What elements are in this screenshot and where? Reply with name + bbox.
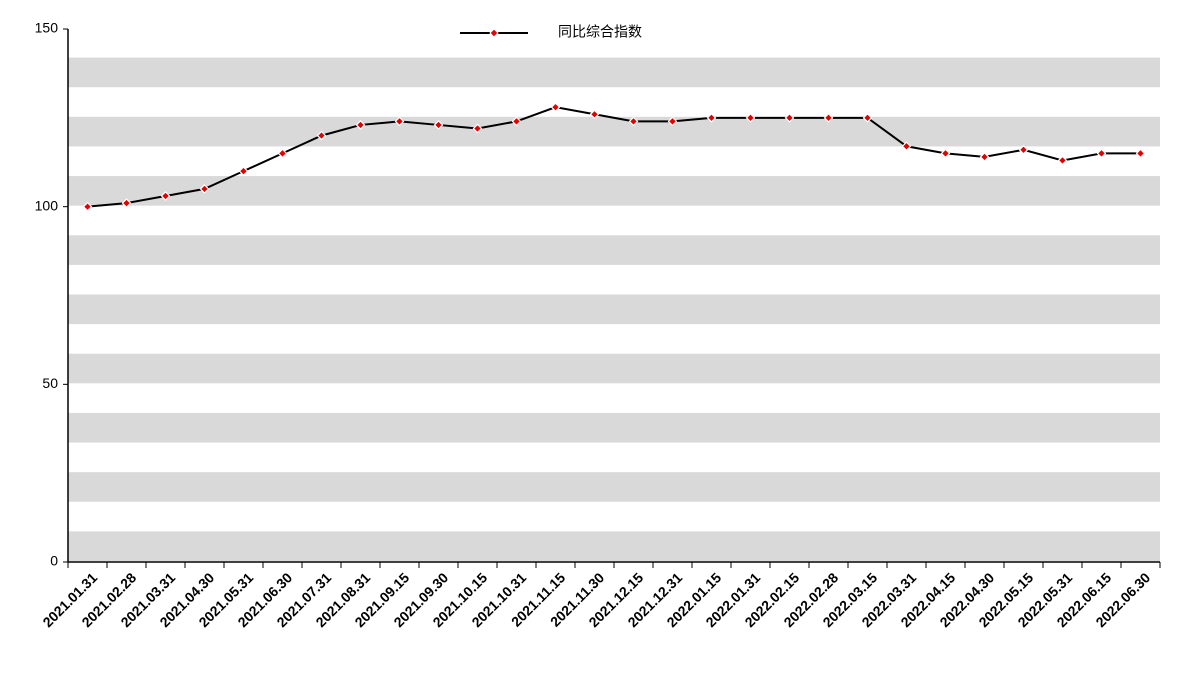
marker	[433, 120, 444, 130]
marker	[1135, 148, 1146, 159]
stripe	[68, 176, 1160, 206]
marker	[862, 112, 873, 123]
marker	[1057, 155, 1068, 166]
marker	[355, 120, 366, 130]
marker	[238, 166, 249, 176]
stripe	[68, 353, 1160, 384]
marker	[901, 141, 912, 152]
legend-label: 同比综合指数	[558, 24, 642, 40]
stripe	[68, 412, 1160, 443]
marker	[589, 109, 600, 120]
legend-marker	[489, 28, 499, 38]
stripe	[68, 294, 1160, 325]
y-tick-label: 150	[35, 20, 59, 36]
marker	[1018, 144, 1029, 155]
series-line	[87, 106, 1141, 208]
marker	[160, 191, 171, 201]
y-tick-label: 50	[42, 375, 58, 391]
marker	[979, 152, 990, 162]
marker	[784, 112, 795, 123]
y-tick-label: 100	[35, 197, 59, 213]
marker	[316, 130, 327, 141]
marker	[823, 112, 834, 123]
marker	[550, 102, 561, 113]
marker	[706, 112, 717, 123]
marker	[667, 116, 678, 127]
marker	[277, 148, 288, 159]
stripe	[68, 57, 1160, 88]
stripe	[68, 116, 1160, 147]
stripe	[68, 235, 1160, 265]
marker	[1096, 148, 1107, 159]
marker	[940, 148, 951, 159]
marker	[394, 116, 405, 127]
marker	[82, 201, 93, 212]
marker	[472, 123, 483, 134]
y-tick-label: 0	[50, 553, 58, 569]
marker	[628, 116, 639, 127]
stripe	[68, 472, 1160, 502]
marker	[511, 116, 522, 127]
marker	[121, 198, 132, 208]
stripe	[68, 531, 1160, 561]
marker	[745, 112, 756, 123]
marker	[199, 184, 210, 194]
